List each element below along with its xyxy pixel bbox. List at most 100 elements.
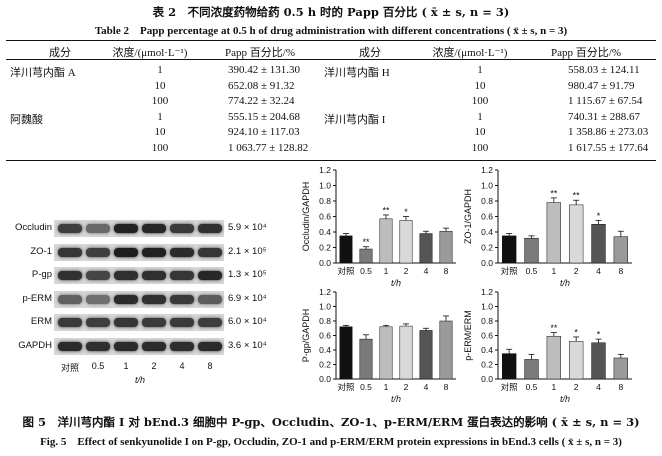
table-concentration: 1 <box>477 110 483 123</box>
table-concentration: 100 <box>471 142 489 154</box>
blot-band <box>170 224 194 233</box>
blot-lane-label: 2 <box>151 361 157 371</box>
chart-y-tick-label: 0.0 <box>481 258 493 268</box>
chart-significance-mark: ** <box>362 237 370 247</box>
chart-bar <box>359 248 373 264</box>
chart-bar <box>399 220 413 264</box>
blot-lane-label: 对照 <box>60 363 80 373</box>
chart-x-tick-label: 2 <box>404 266 409 276</box>
blot-band <box>86 224 110 233</box>
blot-band <box>170 318 194 327</box>
chart-y-tick-label: 0.0 <box>319 374 331 384</box>
blot-band <box>170 341 194 351</box>
chart-bar <box>591 342 606 380</box>
chart-x-tick-label: 2 <box>574 266 579 276</box>
chart-bar <box>524 359 539 380</box>
chart-x-tick-label: 2 <box>574 382 579 392</box>
table-header-cell: 浓度/(μmol·L⁻¹) <box>432 47 508 59</box>
chart-x-tick-label: 8 <box>618 266 623 276</box>
chart-bar <box>359 338 373 380</box>
table-value: 1 063.77 ± 128.82 <box>228 142 309 154</box>
chart-bar <box>439 320 453 380</box>
chart-y-tick-label: 1.0 <box>319 181 331 191</box>
chart-y-axis-title: Occludin/GAPDH <box>301 182 311 252</box>
chart-y-tick-label: 0.4 <box>319 345 331 355</box>
chart-significance-mark: * <box>574 327 578 337</box>
blot-band <box>114 341 138 351</box>
table-value: 558.03 ± 124.11 <box>568 64 640 76</box>
chart-bar <box>501 235 517 264</box>
blot-lane-label: 1 <box>123 361 129 371</box>
blot-protein-label: p-ERM <box>22 292 52 304</box>
chart-bar <box>419 330 433 380</box>
blot-band <box>142 294 166 304</box>
table-concentration: 10 <box>154 79 166 92</box>
table-header-cell: 成分 <box>359 47 381 59</box>
chart-significance-mark: ** <box>382 205 390 215</box>
chart-bar <box>501 353 517 380</box>
chart-y-tick-label: 0.0 <box>481 374 493 384</box>
chart-y-tick-label: 0.6 <box>481 212 493 222</box>
blot-band <box>142 247 166 257</box>
blot-band <box>198 341 222 351</box>
blot-band <box>58 224 82 233</box>
blot-band <box>170 247 194 257</box>
chart-y-axis-title: P-gp/GAPDH <box>301 309 311 363</box>
chart-significance-mark: * <box>597 211 601 221</box>
chart-significance-mark: ** <box>550 323 558 333</box>
chart-x-axis-title: t/h <box>560 394 570 404</box>
chart-y-tick-label: 1.2 <box>481 287 493 297</box>
blot-band <box>114 294 138 304</box>
chart-x-tick-label: 0.5 <box>360 266 372 276</box>
chart-significance-mark: * <box>597 330 601 340</box>
table-concentration: 100 <box>151 142 169 154</box>
chart-bar <box>439 230 453 264</box>
blot-molecular-weight: 3.6 × 10⁴ <box>228 339 267 351</box>
chart-x-tick-label: 0.5 <box>526 266 538 276</box>
chart-bar <box>568 341 584 380</box>
chart-significance-mark: ** <box>573 191 581 201</box>
chart-y-tick-label: 1.0 <box>319 302 331 312</box>
table-header-cell: Papp 百分比/% <box>225 47 295 59</box>
chart-x-tick-label: 对照 <box>337 382 355 392</box>
chart-x-tick-label: 4 <box>596 382 601 392</box>
chart-significance-mark: ** <box>550 188 558 198</box>
table-drug-name: 洋川芎内酯 A <box>10 67 76 79</box>
blot-band <box>170 271 194 280</box>
table-header-rule <box>6 59 656 60</box>
blot-band <box>86 318 110 327</box>
chart-x-tick-label: 8 <box>618 382 623 392</box>
chart-y-tick-label: 0.8 <box>481 316 493 326</box>
chart-y-tick-label: 0.8 <box>481 196 493 206</box>
blot-band <box>114 224 138 233</box>
blot-band <box>142 271 166 280</box>
chart-x-tick-label: 0.5 <box>526 382 538 392</box>
blot-protein-label: ERM <box>30 316 52 327</box>
chart-y-tick-label: 0.8 <box>319 316 331 326</box>
chart-bar <box>591 224 606 264</box>
chart-y-tick-label: 1.0 <box>481 302 493 312</box>
blot-band <box>170 294 194 304</box>
blot-molecular-weight: 5.9 × 10⁴ <box>228 222 267 233</box>
chart-bar <box>568 204 584 264</box>
chart-y-axis-title: ZO-1/GAPDH <box>463 189 473 244</box>
chart-y-tick-label: 0.6 <box>319 212 331 222</box>
blot-band <box>142 341 166 351</box>
chart-x-tick-label: 4 <box>424 266 429 276</box>
blot-band <box>198 294 222 304</box>
blot-xaxis-label: t/h <box>134 375 146 385</box>
chart-y-tick-label: 0.0 <box>319 258 331 268</box>
blot-band <box>114 271 138 280</box>
table-header-cell: 浓度/(μmol·L⁻¹) <box>112 47 188 59</box>
chart-x-axis-title: t/h <box>391 278 401 288</box>
table-value: 1 115.67 ± 67.54 <box>568 95 643 108</box>
chart-y-tick-label: 0.8 <box>319 196 331 206</box>
blot-band <box>58 341 82 351</box>
chart-x-tick-label: 对照 <box>501 382 519 392</box>
table-concentration: 10 <box>474 79 486 92</box>
chart-x-tick-label: 1 <box>551 266 556 276</box>
table-header-cell: 成分 <box>49 47 71 59</box>
chart-y-tick-label: 0.6 <box>319 331 331 341</box>
chart-bar <box>546 335 562 380</box>
table-value: 1 617.55 ± 177.64 <box>568 142 649 154</box>
